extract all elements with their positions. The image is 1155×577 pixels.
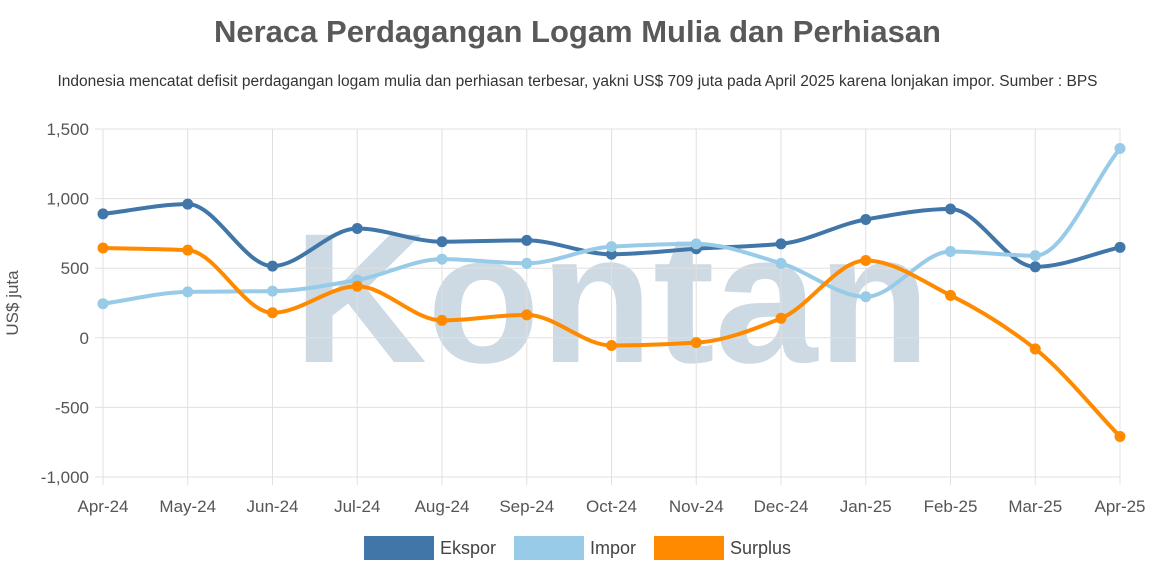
data-point-ekspor[interactable] (97, 208, 109, 220)
data-point-surplus[interactable] (182, 244, 194, 256)
y-tick-label: 1,000 (46, 190, 89, 209)
x-tick-label: Apr-25 (1094, 497, 1145, 516)
x-tick-label: Apr-24 (77, 497, 128, 516)
data-point-impor[interactable] (521, 257, 533, 269)
y-tick-label: 1,500 (46, 120, 89, 139)
data-point-impor[interactable] (182, 286, 194, 298)
data-point-surplus[interactable] (690, 337, 702, 349)
x-tick-label: May-24 (159, 497, 216, 516)
data-point-ekspor[interactable] (351, 223, 363, 235)
data-point-surplus[interactable] (860, 255, 872, 267)
data-point-surplus[interactable] (945, 289, 956, 301)
legend-item-surplus[interactable]: Surplus (654, 536, 791, 560)
x-tick-label: Nov-24 (669, 497, 724, 516)
data-point-impor[interactable] (775, 257, 787, 269)
legend-label-surplus: Surplus (730, 537, 792, 558)
data-point-surplus[interactable] (267, 307, 278, 319)
x-tick-label: Jul-24 (334, 497, 380, 516)
data-point-impor[interactable] (690, 238, 702, 250)
y-tick-label: 0 (80, 329, 89, 348)
x-tick-label: Mar-25 (1008, 497, 1062, 516)
data-point-surplus[interactable] (351, 280, 363, 292)
data-point-ekspor[interactable] (1114, 241, 1126, 253)
data-point-surplus[interactable] (521, 309, 533, 321)
legend: Ekspor Impor Surplus (0, 536, 1155, 560)
chart-subtitle: Indonesia mencatat defisit perdagangan l… (57, 73, 1098, 90)
data-point-impor[interactable] (860, 291, 872, 303)
y-tick-label: -1,000 (41, 468, 89, 487)
data-point-surplus[interactable] (1029, 343, 1041, 355)
x-tick-label: Sep-24 (499, 497, 554, 516)
data-point-ekspor[interactable] (521, 234, 533, 246)
data-point-impor[interactable] (267, 285, 278, 297)
data-point-ekspor[interactable] (606, 248, 617, 260)
y-axis-label: US$ juta (3, 270, 22, 336)
data-point-ekspor[interactable] (1029, 261, 1041, 273)
data-point-surplus[interactable] (436, 314, 448, 326)
data-point-ekspor[interactable] (436, 236, 448, 248)
data-point-ekspor[interactable] (267, 260, 278, 272)
data-point-ekspor[interactable] (775, 238, 787, 250)
x-tick-label: Feb-25 (924, 497, 978, 516)
x-tick-label: Jun-24 (247, 497, 299, 516)
legend-label-impor: Impor (589, 537, 636, 558)
data-point-impor[interactable] (1029, 250, 1041, 262)
data-point-impor[interactable] (945, 245, 956, 257)
data-point-surplus[interactable] (97, 242, 109, 254)
legend-item-ekspor[interactable]: Ekspor (363, 536, 496, 560)
data-point-ekspor[interactable] (860, 213, 872, 225)
legend-item-impor[interactable]: Impor (513, 536, 636, 560)
legend-label-ekspor: Ekspor (439, 537, 496, 558)
data-point-surplus[interactable] (606, 339, 617, 351)
data-point-impor[interactable] (606, 241, 617, 253)
data-point-surplus[interactable] (1114, 430, 1126, 442)
chart-title: Neraca Perdagangan Logam Mulia dan Perhi… (213, 14, 941, 49)
legend-swatch-ekspor (363, 536, 434, 560)
x-tick-label: Aug-24 (415, 497, 470, 516)
legend-swatch-impor (513, 536, 584, 560)
legend-swatch-surplus (654, 536, 724, 560)
data-point-impor[interactable] (1114, 142, 1126, 154)
y-tick-label: 500 (61, 259, 89, 278)
data-point-surplus[interactable] (775, 312, 787, 324)
y-tick-label: -500 (55, 398, 89, 417)
x-tick-label: Oct-24 (586, 497, 637, 516)
x-tick-label: Dec-24 (754, 497, 809, 516)
data-point-ekspor[interactable] (945, 203, 956, 215)
data-point-impor[interactable] (436, 253, 448, 265)
data-point-ekspor[interactable] (182, 198, 194, 210)
data-point-impor[interactable] (97, 298, 109, 310)
x-tick-label: Jan-25 (840, 497, 892, 516)
